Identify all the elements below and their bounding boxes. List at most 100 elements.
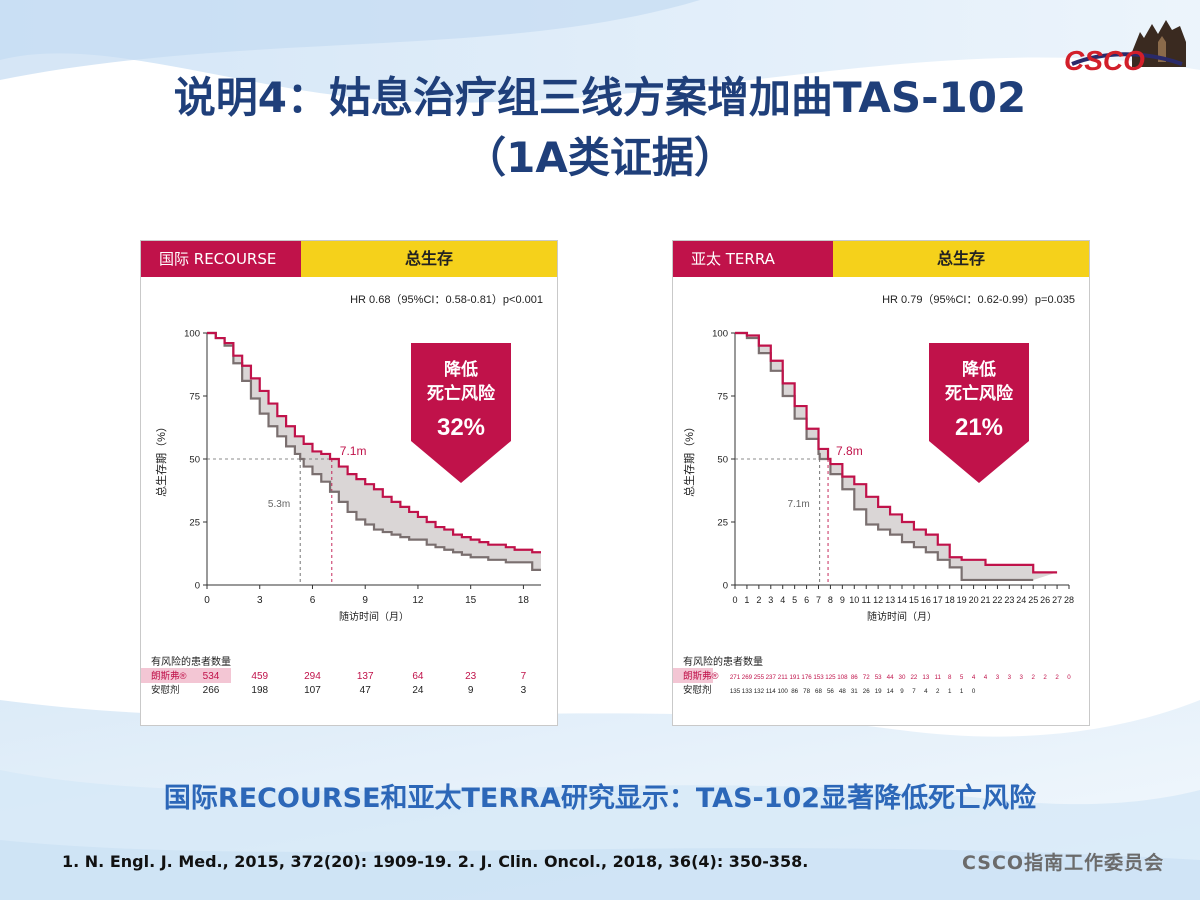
risk-value: 191 [789,674,800,681]
x-tick-label: 11 [862,595,871,605]
risk-value: 100 [778,688,789,695]
x-axis-label: 随访时间（月） [339,610,409,623]
risk-value: 24 [412,685,424,696]
risk-value: 31 [851,688,858,695]
x-tick-label: 19 [957,595,967,605]
risk-row-highlight [673,668,713,683]
x-tick-label: 27 [1052,595,1062,605]
risk-value: 0 [972,688,976,695]
risk-row-label: 朗斯弗® [683,670,719,682]
risk-value: 1 [948,688,952,695]
callout-line-2: 死亡风险 [945,383,1014,403]
x-tick-label: 7 [816,595,821,605]
placebo-curve [207,331,541,571]
y-tick-label: 75 [717,392,728,403]
x-tick-label: 17 [933,595,943,605]
callout-line-1: 降低 [962,359,996,379]
risk-value: 30 [899,674,906,681]
risk-value: 78 [803,688,810,695]
x-tick-label: 6 [310,595,316,606]
risk-value: 9 [468,685,474,696]
x-tick-label: 20 [969,595,979,605]
risk-value: 8 [948,674,952,681]
risk-value: 3 [521,685,527,696]
csco-logo: CSCO [1064,20,1186,76]
risk-value: 108 [837,674,848,681]
x-tick-label: 9 [362,595,368,606]
risk-value: 114 [766,688,776,695]
risk-value: 13 [922,674,929,681]
panel-header: 国际 RECOURSE 总生存 [141,241,557,277]
treatment-curve [207,331,541,554]
slide-title: 说明4：姑息治疗组三线方案增加曲TAS-102 （1A类证据） [0,68,1200,188]
y-tick-label: 0 [195,581,200,592]
risk-value: 2 [1055,674,1059,681]
y-tick-label: 75 [189,392,200,403]
risk-value: 107 [304,685,321,696]
risk-value: 534 [203,671,220,682]
risk-value: 53 [875,674,882,681]
y-tick-label: 50 [189,455,200,466]
x-tick-label: 12 [412,595,424,606]
references: 1. N. Engl. J. Med., 2015, 372(20): 1909… [62,852,809,871]
risk-value: 2 [1031,674,1035,681]
risk-value: 2 [1043,674,1047,681]
y-tick-label: 50 [717,455,728,466]
risk-value: 3 [996,674,1000,681]
x-tick-label: 16 [921,595,931,605]
x-tick-label: 22 [992,595,1002,605]
risk-reduction-callout [929,343,1029,483]
x-tick-label: 9 [840,595,845,605]
y-tick-label: 25 [189,518,200,529]
x-tick-label: 10 [849,595,859,605]
conclusion-text: 国际RECOURSE和亚太TERRA研究显示：TAS-102显著降低死亡风险 [163,783,1037,814]
x-tick-label: 28 [1064,595,1074,605]
risk-value: 3 [1008,674,1012,681]
risk-value: 266 [203,685,220,696]
km-chart-recourse: HR 0.68（95%CI：0.58-0.81）p<0.001 0 25 50 75 10… [141,293,543,696]
risk-value: 64 [412,671,424,682]
treatment-curve [735,331,1058,574]
callout-line-1: 降低 [444,359,478,379]
x-tick-label: 1 [744,595,749,605]
x-tick-label: 25 [1028,595,1038,605]
x-tick-label: 24 [1016,595,1026,605]
risk-value: 14 [887,688,894,695]
callout-value: 32% [437,414,485,441]
risk-value: 7 [521,671,527,682]
x-tick-label: 21 [980,595,990,605]
x-tick-label: 0 [204,595,210,606]
study-tag: 亚太 TERRA [673,241,833,277]
risk-value: 132 [754,688,765,695]
panel-terra: 亚太 TERRA 总生存 HR 0.79（95%CI：0.62-0.99）p=0… [672,240,1090,726]
risk-value: 269 [742,674,753,681]
risk-value: 237 [766,674,777,681]
x-tick-label: 3 [257,595,263,606]
median-treatment-label: 7.1m [340,444,367,458]
curve-gap-area [735,333,1058,580]
x-tick-label: 23 [1004,595,1014,605]
risk-value: 133 [742,688,753,695]
x-tick-label: 14 [897,595,907,605]
committee-label: CSCO指南工作委员会 [962,852,1165,874]
risk-value: 459 [251,671,268,682]
risk-value: 22 [910,674,917,681]
hazard-ratio-text: HR 0.68（95%CI：0.58-0.81）p<0.001 [350,293,543,306]
risk-value: 1 [960,688,964,695]
risk-value: 26 [863,688,870,695]
risk-value: 19 [875,688,882,695]
x-tick-label: 26 [1040,595,1050,605]
risk-value: 2 [936,688,940,695]
panel-header: 亚太 TERRA 总生存 [673,241,1089,277]
risk-value: 47 [360,685,372,696]
risk-value: 68 [815,688,822,695]
x-tick-label: 6 [804,595,809,605]
callout-line-2: 死亡风险 [427,383,496,403]
y-tick-label: 25 [717,518,728,529]
risk-value: 176 [801,674,812,681]
risk-value: 271 [730,674,741,681]
risk-value: 3 [1020,674,1024,681]
median-treatment-label: 7.8m [836,444,863,458]
risk-row-label: 安慰剂 [151,684,180,696]
